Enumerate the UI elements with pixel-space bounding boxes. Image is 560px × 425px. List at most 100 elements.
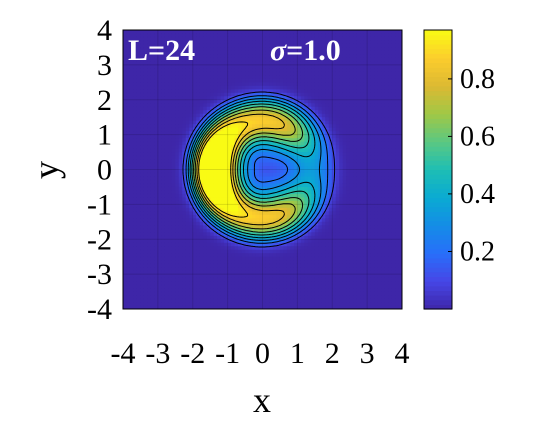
heatmap-cell xyxy=(297,141,302,146)
heatmap-cell xyxy=(147,221,152,226)
heatmap-cell xyxy=(206,190,211,195)
heatmap-cell xyxy=(161,298,166,303)
heatmap-cell xyxy=(231,211,236,216)
heatmap-cell xyxy=(136,214,142,219)
heatmap-cell xyxy=(314,96,319,101)
heatmap-cell xyxy=(245,179,250,185)
heatmap-cell xyxy=(286,211,291,216)
heatmap-cell xyxy=(203,284,208,289)
heatmap-cell xyxy=(133,166,138,171)
heatmap-cell xyxy=(255,246,260,251)
heatmap-cell xyxy=(290,169,295,174)
heatmap-cell xyxy=(307,54,312,59)
heatmap-cell xyxy=(265,291,271,296)
heatmap-cell xyxy=(293,197,298,202)
heatmap-cell xyxy=(245,305,250,309)
heatmap-cell xyxy=(147,110,152,115)
heatmap-cell xyxy=(161,232,166,237)
heatmap-cell xyxy=(286,281,291,286)
heatmap-cell xyxy=(314,190,319,195)
heatmap-cell xyxy=(241,277,246,282)
heatmap-cell xyxy=(269,190,274,195)
heatmap-cell xyxy=(234,152,239,157)
heatmap-cell xyxy=(206,89,211,94)
heatmap-cell xyxy=(140,218,145,223)
heatmap-cell xyxy=(168,239,173,244)
heatmap-cell xyxy=(314,242,319,247)
heatmap-cell xyxy=(262,291,267,296)
heatmap-cell xyxy=(189,218,194,223)
heatmap-cell xyxy=(157,57,162,62)
heatmap-cell xyxy=(276,270,281,275)
heatmap-cell xyxy=(276,110,281,115)
heatmap-cell xyxy=(168,256,173,261)
heatmap-cell xyxy=(335,221,340,226)
heatmap-cell xyxy=(143,103,149,108)
heatmap-cell xyxy=(220,302,225,307)
heatmap-cell xyxy=(161,221,166,226)
heatmap-cell xyxy=(238,33,243,38)
heatmap-cell xyxy=(154,298,159,303)
heatmap-cell xyxy=(259,232,264,237)
heatmap-cell xyxy=(182,57,187,62)
heatmap-cell xyxy=(171,40,176,45)
heatmap-cell xyxy=(269,197,274,202)
heatmap-cell xyxy=(269,235,274,240)
heatmap-cell xyxy=(164,302,169,307)
heatmap-cell xyxy=(217,92,222,97)
heatmap-cell xyxy=(210,172,215,178)
heatmap-cell xyxy=(265,284,271,289)
heatmap-cell xyxy=(300,179,305,185)
heatmap-cell xyxy=(150,30,155,35)
heatmap-cell xyxy=(175,253,180,258)
heatmap-cell xyxy=(238,207,243,212)
heatmap-cell xyxy=(206,253,211,258)
heatmap-cell xyxy=(272,197,278,202)
heatmap-cell xyxy=(255,57,260,62)
heatmap-cell xyxy=(150,207,155,212)
heatmap-cell xyxy=(227,176,232,181)
heatmap-cell xyxy=(126,99,131,104)
heatmap-cell xyxy=(279,253,285,258)
heatmap-cell xyxy=(265,263,271,268)
heatmap-cell xyxy=(171,232,176,237)
heatmap-cell xyxy=(210,249,215,254)
heatmap-cell xyxy=(279,40,285,45)
heatmap-cell xyxy=(203,54,208,59)
heatmap-cell xyxy=(203,172,208,178)
heatmap-cell xyxy=(304,239,309,244)
heatmap-cell xyxy=(133,145,138,150)
heatmap-cell xyxy=(164,36,169,42)
heatmap-cell xyxy=(203,99,208,104)
heatmap-cell xyxy=(185,82,190,87)
heatmap-cell xyxy=(217,274,222,279)
heatmap-cell xyxy=(269,295,274,300)
heatmap-cell xyxy=(171,197,176,202)
heatmap-cell xyxy=(311,305,316,309)
heatmap-cell xyxy=(276,274,281,279)
heatmap-cell xyxy=(265,204,271,209)
heatmap-cell xyxy=(154,200,159,205)
heatmap-cell xyxy=(147,89,152,94)
heatmap-cell xyxy=(227,127,232,132)
heatmap-cell xyxy=(332,225,337,230)
heatmap-cell xyxy=(203,239,208,244)
heatmap-cell xyxy=(123,284,128,289)
heatmap-cell xyxy=(161,117,166,122)
heatmap-cell xyxy=(224,89,229,94)
heatmap-cell xyxy=(136,305,142,309)
heatmap-cell xyxy=(321,193,326,198)
heatmap-cell xyxy=(259,47,264,52)
heatmap-cell xyxy=(335,141,340,146)
heatmap-cell xyxy=(318,186,323,192)
heatmap-cell xyxy=(290,277,295,282)
heatmap-cell xyxy=(293,85,298,90)
heatmap-cell xyxy=(307,40,312,45)
heatmap-cell xyxy=(318,85,323,90)
heatmap-cell xyxy=(276,298,281,303)
heatmap-cell xyxy=(154,138,159,143)
heatmap-cell xyxy=(276,228,281,233)
heatmap-cell xyxy=(196,253,201,258)
heatmap-cell xyxy=(297,270,302,275)
heatmap-cell xyxy=(238,260,243,265)
